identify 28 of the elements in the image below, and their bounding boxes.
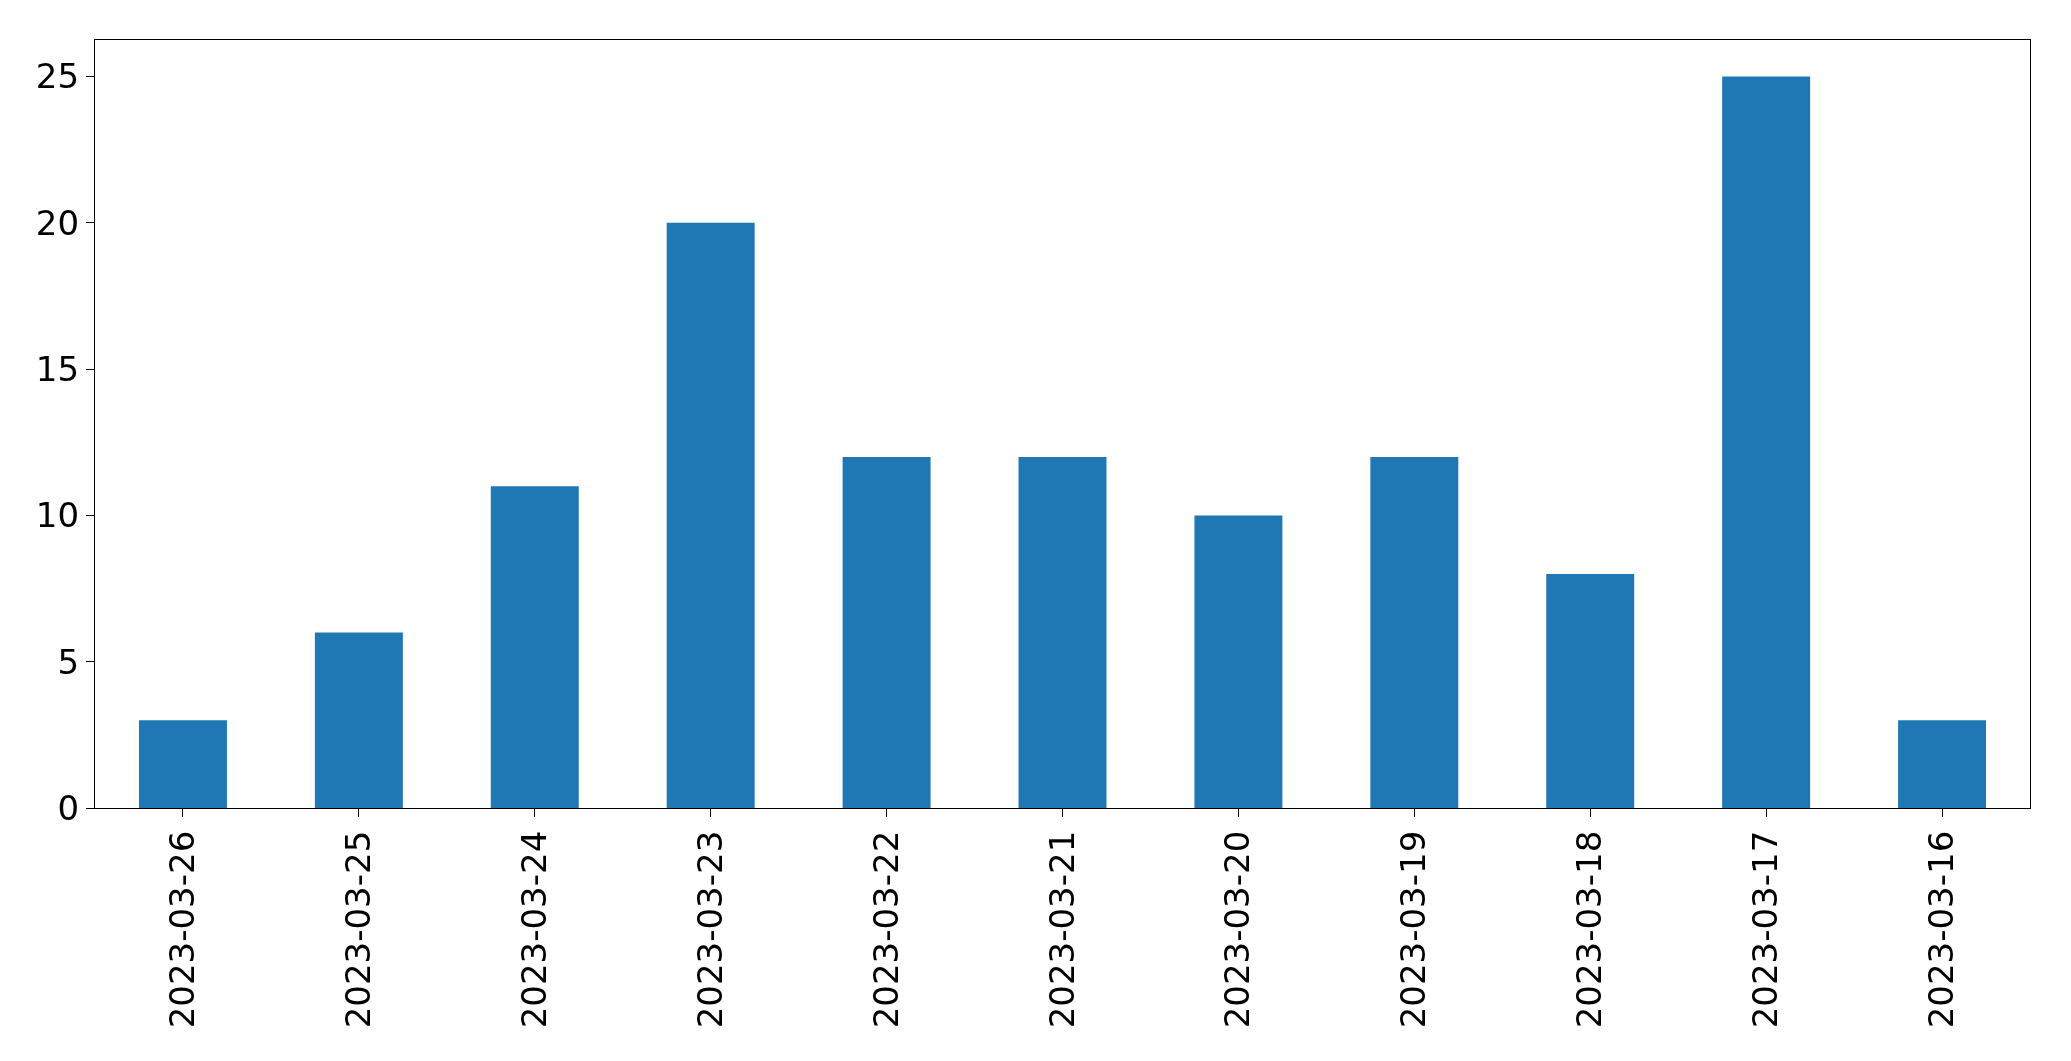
bar [666,222,755,808]
x-tick-label: 2023-03-20 [1217,830,1258,1029]
x-tick-label: 2023-03-23 [689,830,730,1029]
bar [1370,456,1459,808]
bar [314,632,403,808]
bar [1194,515,1283,808]
y-tick-label: 5 [57,641,80,682]
y-tick-label: 20 [35,202,80,243]
bar [138,720,227,808]
x-tick-label: 2023-03-17 [1745,830,1786,1029]
x-tick-label: 2023-03-21 [1041,830,1082,1029]
x-tick-label: 2023-03-24 [513,830,554,1029]
x-tick-label: 2023-03-19 [1393,830,1434,1029]
x-tick-label: 2023-03-18 [1569,830,1610,1029]
bar [490,486,579,808]
bar [1546,573,1635,808]
x-tick-label: 2023-03-16 [1921,830,1962,1029]
x-tick-label: 2023-03-25 [337,830,378,1029]
y-tick-label: 0 [57,787,80,828]
x-tick-label: 2023-03-26 [162,830,202,1029]
bar [1898,720,1987,808]
y-tick-label: 25 [35,56,80,97]
y-tick-label: 15 [35,349,80,390]
bar [1722,76,1811,808]
y-tick-label: 10 [35,495,80,536]
bar [842,456,931,808]
bar [1018,456,1107,808]
x-tick-label: 2023-03-22 [865,830,906,1029]
